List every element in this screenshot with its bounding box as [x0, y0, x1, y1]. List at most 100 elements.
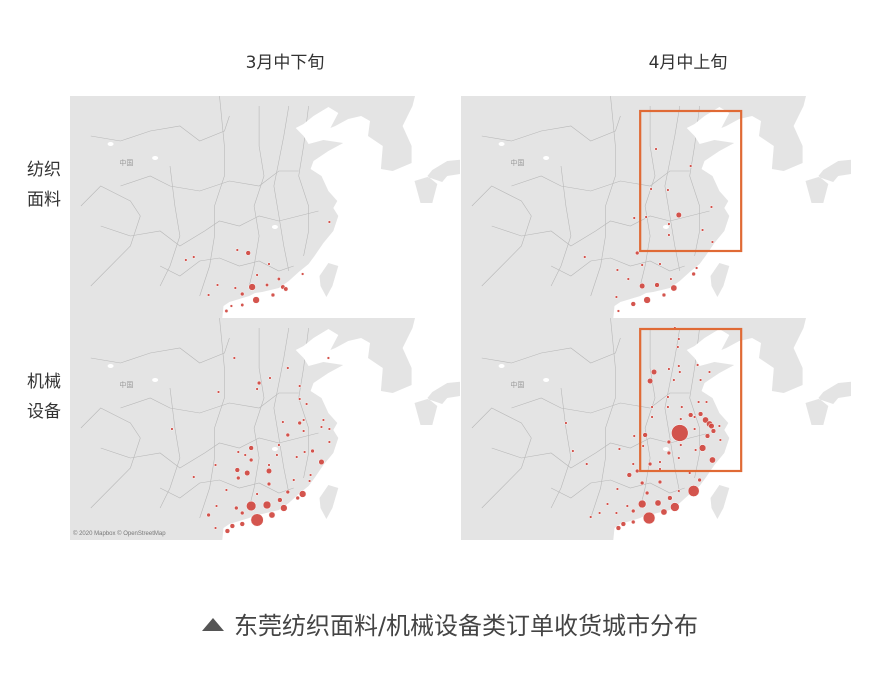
province-border	[273, 105, 290, 272]
province-border	[550, 387, 572, 509]
province-border	[100, 210, 319, 247]
city-bubble	[571, 449, 575, 453]
province-border	[80, 185, 141, 287]
city-bubble	[240, 303, 245, 307]
map-panel-machinery-april: 中国	[461, 318, 851, 540]
city-bubble	[666, 450, 672, 456]
lake	[271, 447, 278, 451]
city-bubble	[642, 511, 656, 525]
city-bubble	[310, 448, 315, 454]
province-border	[590, 96, 616, 297]
city-bubble	[651, 368, 658, 376]
city-bubble	[692, 427, 697, 431]
city-bubble	[240, 291, 245, 297]
city-bubble	[298, 490, 307, 498]
map-svg: 中国	[461, 318, 851, 540]
province-border	[550, 479, 685, 499]
city-bubble	[301, 429, 306, 433]
lake	[152, 156, 159, 160]
row-label-textile-line1: 纺织	[27, 160, 61, 180]
city-bubble	[229, 523, 236, 529]
city-bubble	[640, 263, 644, 267]
city-bubble	[698, 444, 707, 452]
city-bubble	[327, 220, 332, 224]
row-label-textile: 纺织 面料	[22, 155, 66, 215]
map-svg: 中国	[461, 96, 851, 318]
city-bubble	[256, 380, 262, 386]
city-bubble	[707, 370, 712, 374]
highlight-box	[639, 109, 743, 253]
sea-area	[613, 96, 851, 318]
city-bubble	[669, 277, 673, 281]
city-bubble	[298, 397, 302, 401]
city-bubble	[643, 296, 651, 304]
city-bubble	[670, 284, 678, 292]
city-bubble	[641, 444, 645, 448]
province-border	[664, 327, 681, 494]
city-bubble	[304, 402, 309, 406]
city-bubble	[679, 443, 683, 447]
city-bubble	[250, 513, 264, 527]
city-bubble	[675, 211, 682, 219]
city-bubble	[667, 367, 671, 371]
city-bubble	[658, 262, 662, 266]
city-bubble	[297, 420, 302, 426]
city-bubble	[642, 432, 648, 438]
city-bubble	[644, 490, 650, 496]
city-bubble	[667, 495, 673, 501]
city-bubble	[184, 258, 188, 262]
row-label-machinery-line1: 机械	[27, 372, 61, 392]
city-bubble	[245, 250, 251, 256]
city-bubble	[631, 508, 636, 514]
province-border	[550, 165, 572, 287]
highlight-box	[639, 327, 743, 473]
city-bubble	[718, 438, 723, 442]
lake	[107, 142, 114, 146]
city-bubble	[632, 216, 636, 220]
city-bubble	[698, 378, 703, 382]
city-bubble	[657, 479, 663, 485]
city-bubble	[235, 248, 239, 252]
city-bubble	[615, 525, 622, 531]
city-bubble	[689, 164, 693, 168]
province-border	[248, 106, 265, 287]
city-bubble	[671, 424, 689, 442]
province-border	[664, 105, 681, 272]
city-bubble	[213, 526, 218, 530]
city-bubble	[234, 505, 239, 511]
province-border	[159, 479, 294, 499]
province-border	[273, 327, 290, 494]
city-bubble	[248, 283, 256, 291]
city-bubble	[709, 205, 714, 209]
city-bubble	[634, 468, 640, 474]
city-bubble	[693, 448, 698, 452]
city-bubble	[680, 405, 684, 409]
city-bubble	[239, 521, 245, 527]
city-bubble	[692, 415, 697, 419]
island-taiwan	[710, 263, 730, 297]
land-japan	[805, 381, 851, 425]
city-bubble	[614, 511, 619, 515]
city-bubble	[321, 418, 326, 422]
city-bubble	[301, 272, 305, 276]
province-border	[120, 392, 299, 414]
city-bubble	[583, 255, 587, 259]
city-bubble	[717, 424, 722, 428]
city-bubble	[626, 472, 632, 478]
lake	[543, 156, 550, 160]
city-bubble	[301, 418, 306, 422]
city-bubble	[660, 508, 668, 516]
city-bubble	[679, 417, 683, 421]
city-bubble	[255, 387, 259, 391]
city-bubble	[634, 250, 640, 256]
city-bubble	[564, 421, 568, 425]
city-bubble	[666, 405, 670, 409]
city-bubble	[614, 295, 619, 299]
city-bubble	[229, 304, 234, 308]
city-bubble	[676, 345, 680, 349]
city-bubble	[214, 504, 219, 508]
city-bubble	[649, 187, 653, 191]
figure-caption: 东莞纺织面料/机械设备类订单收货城市分布	[0, 606, 880, 641]
triangle-up-icon	[201, 618, 224, 631]
city-bubble	[295, 495, 300, 501]
